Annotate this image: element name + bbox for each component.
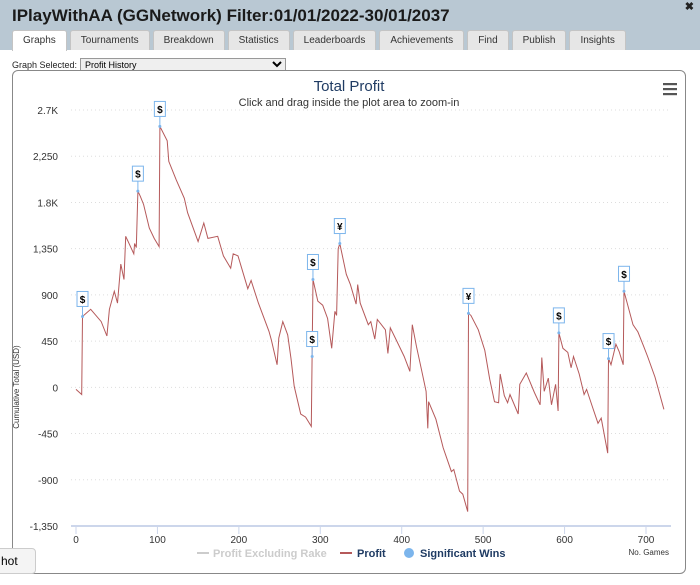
tab-insights[interactable]: Insights xyxy=(569,30,626,50)
significant-win-flag[interactable]: ¥ xyxy=(333,218,346,246)
flag-box xyxy=(618,265,631,282)
significant-win-flag[interactable]: $ xyxy=(618,265,631,293)
y-axis-title: Cumulative Total (USD) xyxy=(13,345,21,429)
chart-subtitle: Click and drag inside the plot area to z… xyxy=(239,97,460,109)
flag-point xyxy=(557,331,561,335)
snapshot-button[interactable]: hot xyxy=(0,548,36,574)
tab-publish[interactable]: Publish xyxy=(511,30,567,50)
flag-label: $ xyxy=(135,170,141,181)
x-tick-label: 300 xyxy=(312,535,329,546)
flag-label: ¥ xyxy=(337,222,343,233)
flag-point xyxy=(622,289,626,293)
chart-title: Total Profit xyxy=(314,78,386,95)
y-tick-label: 2.7K xyxy=(37,106,58,117)
flag-box xyxy=(602,333,615,350)
significant-win-flag[interactable]: $ xyxy=(602,333,615,361)
flag-point xyxy=(310,355,314,359)
tab-leaderboards[interactable]: Leaderboards xyxy=(292,30,377,50)
profit-line[interactable] xyxy=(75,126,665,512)
graph-select-label: Graph Selected: xyxy=(12,59,78,70)
x-tick-label: 700 xyxy=(638,535,655,546)
significant-win-flag[interactable]: $ xyxy=(306,253,319,281)
flag-point xyxy=(311,277,315,281)
menu-icon[interactable] xyxy=(663,83,677,96)
tab-tournaments[interactable]: Tournaments xyxy=(69,30,150,50)
flag-label: ¥ xyxy=(466,292,472,303)
flag-label: $ xyxy=(606,337,612,348)
flag-box xyxy=(306,331,319,348)
flag-box xyxy=(76,290,89,307)
significant-win-flag[interactable]: $ xyxy=(131,165,144,193)
y-tick-label: -450 xyxy=(38,430,58,441)
x-tick-label: 0 xyxy=(73,535,79,546)
profit-chart[interactable]: Total Profit Click and drag inside the p… xyxy=(12,71,685,573)
significant-win-flag[interactable]: $ xyxy=(552,307,565,335)
flag-box xyxy=(333,218,346,235)
window-header: IPlayWithAA (GGNetwork) Filter:01/01/202… xyxy=(0,0,700,51)
x-axis-title: No. Games xyxy=(629,548,669,557)
flag-box xyxy=(153,100,166,117)
flag-point xyxy=(136,189,140,193)
significant-win-flag[interactable]: ¥ xyxy=(462,287,475,315)
flag-label: $ xyxy=(80,295,86,306)
tab-breakdown[interactable]: Breakdown xyxy=(152,30,225,50)
window-title: IPlayWithAA (GGNetwork) Filter:01/01/202… xyxy=(12,6,450,25)
significant-win-flag[interactable]: $ xyxy=(76,290,89,318)
x-tick-label: 500 xyxy=(475,535,492,546)
y-tick-label: 1,350 xyxy=(33,245,58,256)
y-tick-label: 900 xyxy=(41,291,58,302)
y-tick-label: 0 xyxy=(52,383,58,394)
tab-statistics[interactable]: Statistics xyxy=(227,30,290,50)
y-tick-label: 2,250 xyxy=(33,152,58,163)
legend-label: Profit Excluding Rake xyxy=(213,548,327,560)
flag-point xyxy=(466,311,470,315)
flag-point xyxy=(338,242,342,246)
x-tick-label: 100 xyxy=(149,535,166,546)
x-tick-label: 400 xyxy=(393,535,410,546)
y-tick-label: -1,350 xyxy=(30,522,59,533)
tab-find[interactable]: Find xyxy=(467,30,509,50)
legend: Profit Excluding Rake Profit Significant… xyxy=(197,548,505,560)
tab-achievements[interactable]: Achievements xyxy=(379,30,465,50)
significant-win-flag[interactable]: $ xyxy=(306,331,319,359)
y-tick-label: 450 xyxy=(41,337,58,348)
legend-item-profit-excluding-rake[interactable]: Profit Excluding Rake xyxy=(197,548,327,560)
legend-item-profit[interactable]: Profit xyxy=(340,548,386,560)
legend-label: Significant Wins xyxy=(420,548,505,560)
flag-point xyxy=(158,124,162,128)
flag-box xyxy=(552,307,565,324)
tab-graphs[interactable]: Graphs xyxy=(12,30,67,51)
flag-point xyxy=(607,357,611,361)
flag-box xyxy=(462,287,475,304)
flag-label: $ xyxy=(556,311,562,322)
legend-item-significant-wins[interactable]: Significant Wins xyxy=(404,548,505,560)
flag-box xyxy=(306,253,319,270)
flag-box xyxy=(131,165,144,182)
tab-bar: Graphs Tournaments Breakdown Statistics … xyxy=(12,30,626,51)
legend-label: Profit xyxy=(357,548,386,560)
flag-point xyxy=(81,314,85,318)
significant-win-flag[interactable]: $ xyxy=(153,100,166,128)
flag-label: $ xyxy=(157,105,163,116)
y-tick-label: 1.8K xyxy=(37,198,58,209)
close-icon[interactable]: ✖ xyxy=(684,1,694,13)
y-tick-label: -900 xyxy=(38,476,58,487)
chart-container: Total Profit Click and drag inside the p… xyxy=(12,70,686,574)
flag-label: $ xyxy=(310,258,316,269)
flag-label: $ xyxy=(621,270,627,281)
flag-label: $ xyxy=(309,335,315,346)
x-tick-label: 600 xyxy=(556,535,573,546)
x-tick-label: 200 xyxy=(231,535,248,546)
